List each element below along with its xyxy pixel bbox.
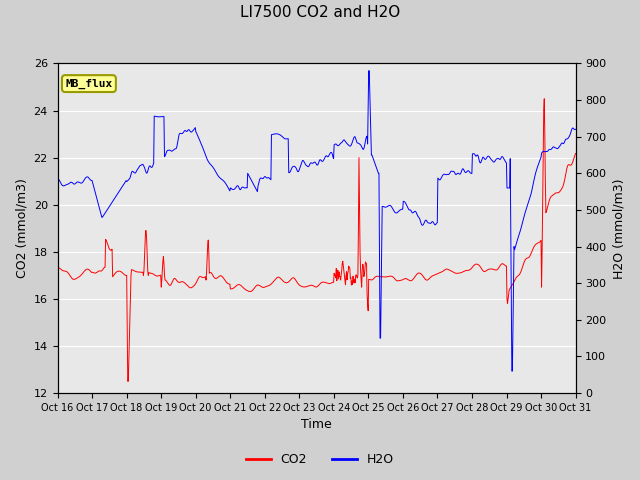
H2O	[150, 160, 157, 166]
H2O	[508, 368, 516, 374]
CO2	[555, 190, 563, 195]
CO2	[269, 279, 277, 285]
H2O	[365, 68, 372, 73]
CO2	[79, 271, 86, 276]
H2O	[555, 144, 563, 150]
H2O	[79, 180, 86, 185]
H2O	[54, 175, 61, 181]
Text: LI7500 CO2 and H2O: LI7500 CO2 and H2O	[240, 5, 400, 20]
H2O	[547, 146, 555, 152]
CO2	[124, 378, 132, 384]
Y-axis label: H2O (mmol/m3): H2O (mmol/m3)	[612, 178, 625, 278]
CO2	[572, 151, 579, 156]
CO2	[150, 272, 158, 277]
CO2	[54, 264, 61, 270]
H2O	[269, 132, 276, 137]
CO2	[547, 194, 555, 200]
Text: MB_flux: MB_flux	[65, 79, 113, 89]
CO2	[360, 263, 367, 269]
H2O	[359, 146, 367, 152]
X-axis label: Time: Time	[301, 419, 332, 432]
Line: H2O: H2O	[58, 71, 575, 371]
Line: CO2: CO2	[58, 99, 575, 381]
H2O	[572, 126, 579, 132]
CO2	[540, 96, 548, 102]
Legend: CO2, H2O: CO2, H2O	[241, 448, 399, 471]
Y-axis label: CO2 (mmol/m3): CO2 (mmol/m3)	[15, 179, 28, 278]
